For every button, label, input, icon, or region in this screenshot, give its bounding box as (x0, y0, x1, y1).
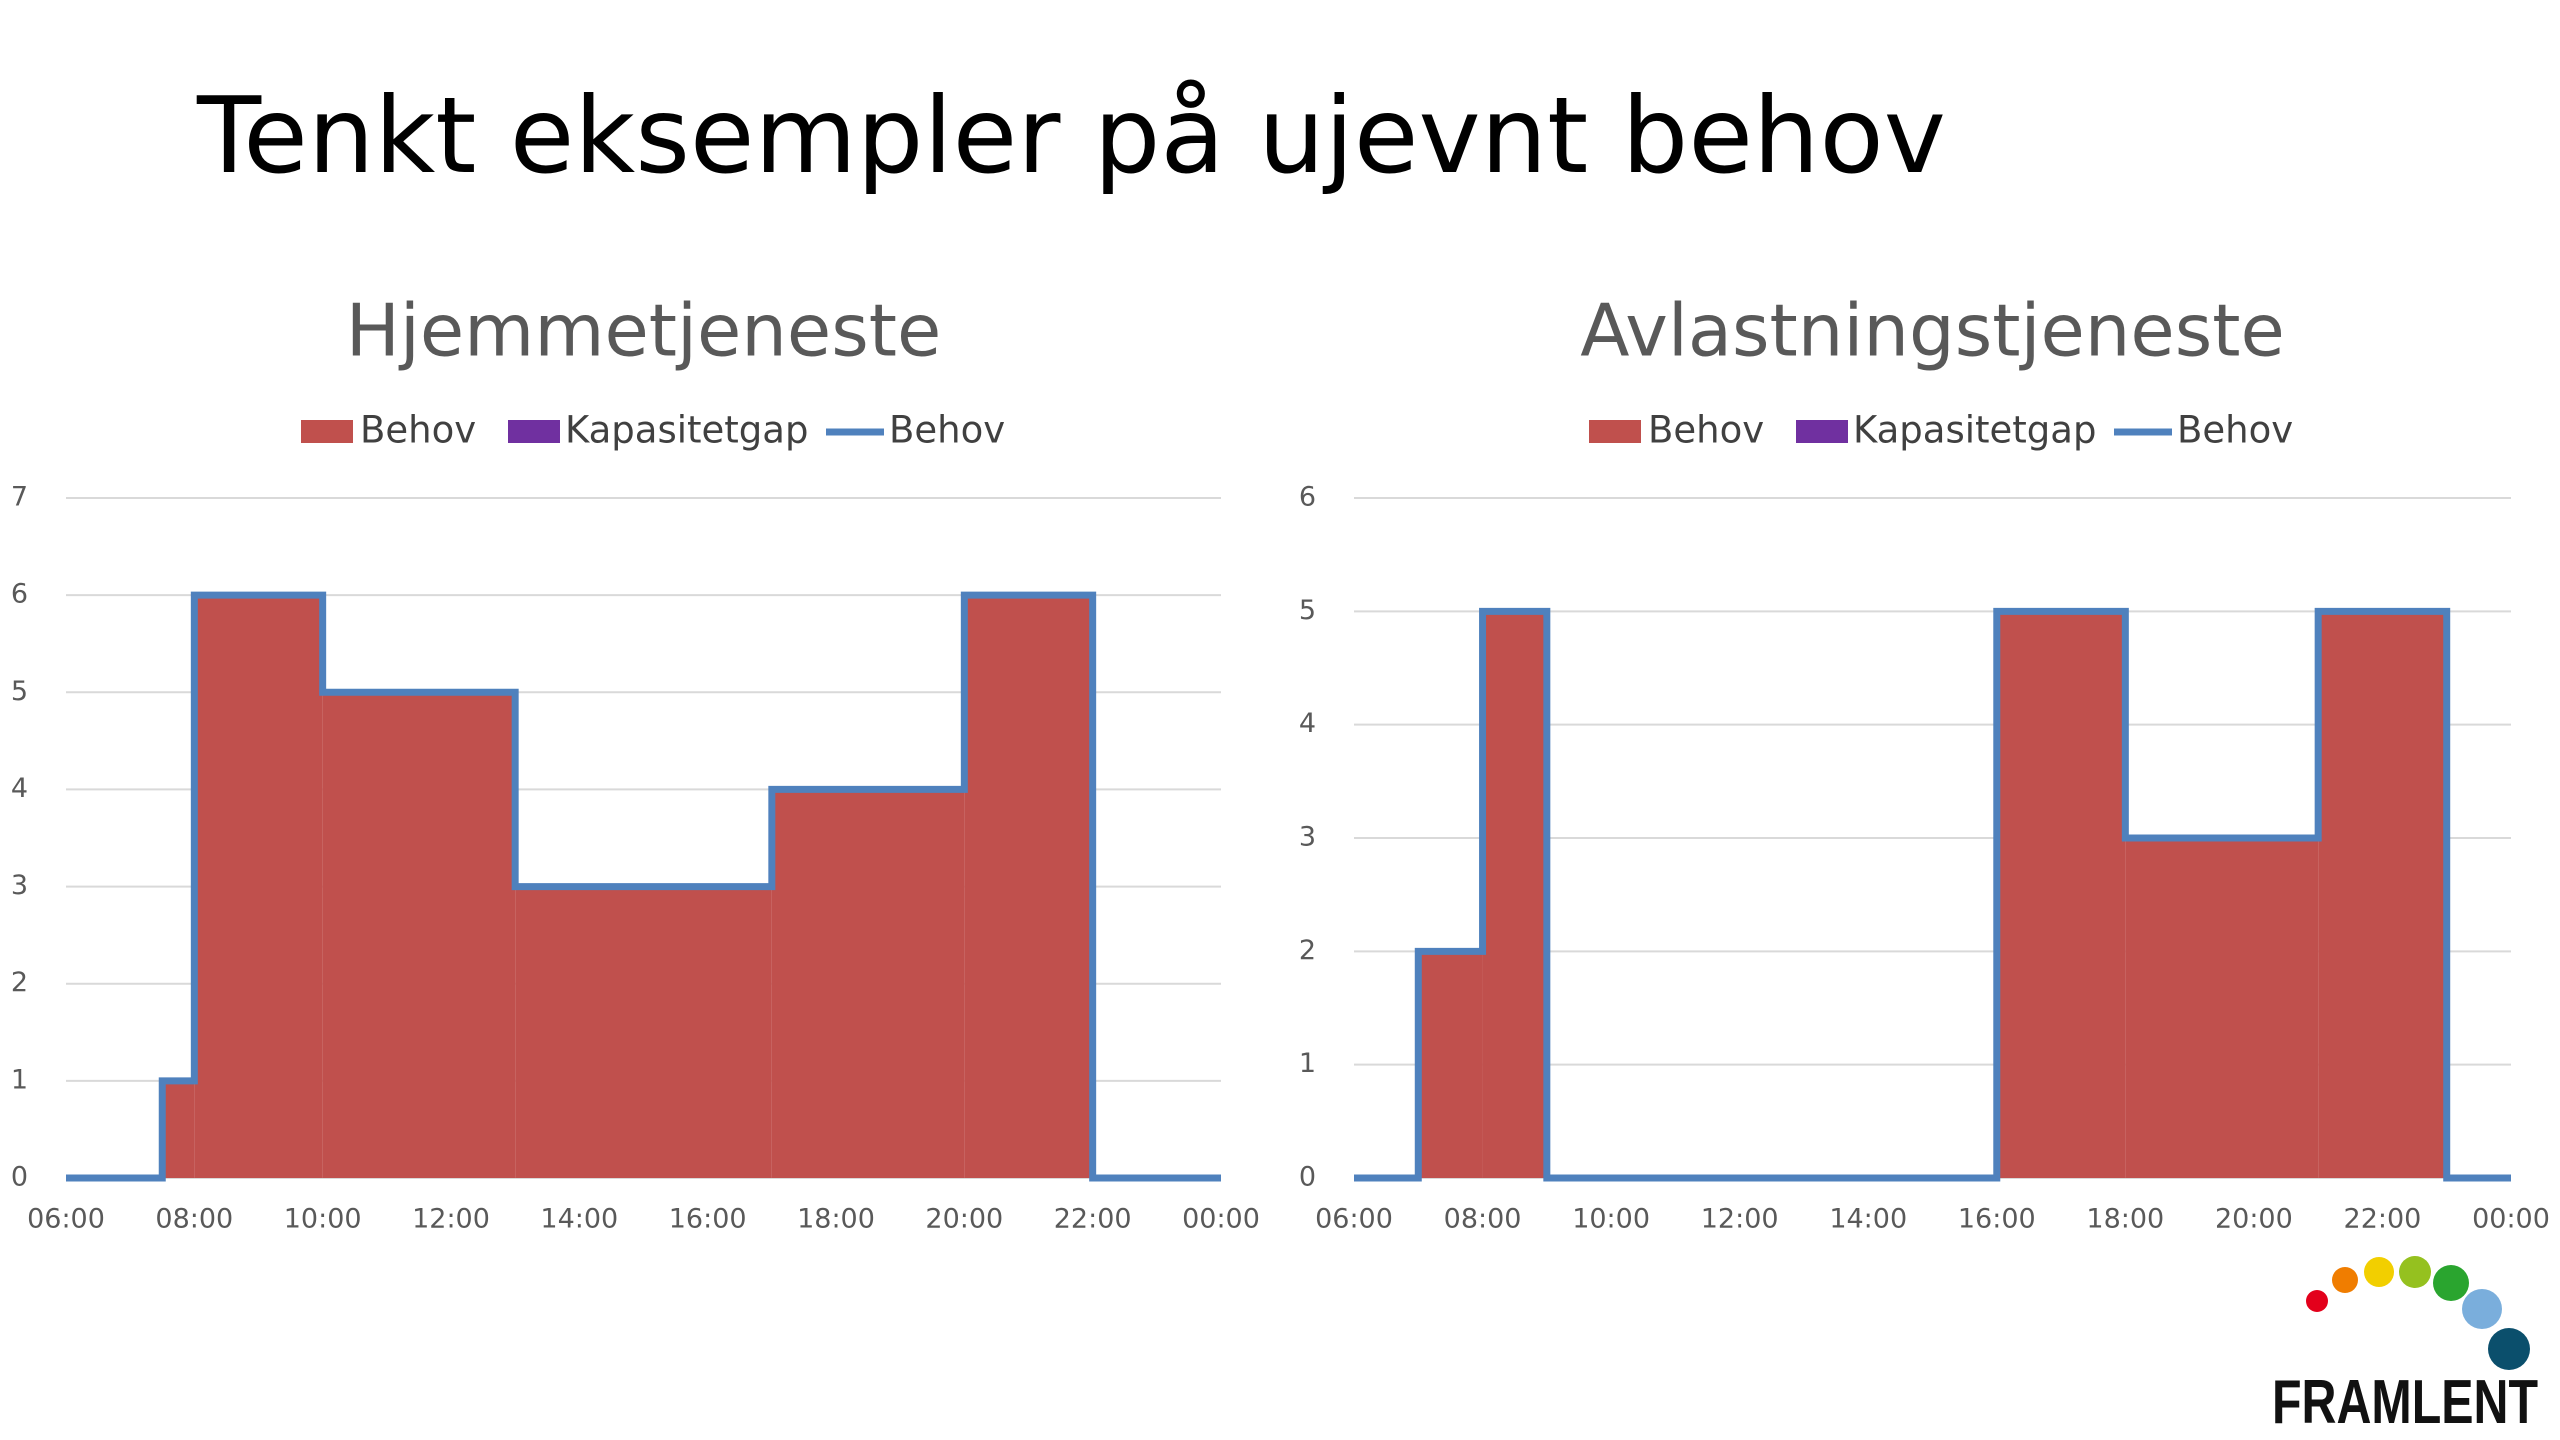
area-segment (322, 692, 516, 1178)
legend-label: Behov (889, 409, 1005, 452)
y-tick-label: 1 (11, 1064, 28, 1095)
chart-title: Avlastningstjeneste (1580, 289, 2285, 373)
line (66, 591, 1221, 1182)
legend-label: Behov (360, 409, 476, 452)
x-tick-label: 10:00 (284, 1204, 362, 1235)
y-tick-label: 5 (1299, 595, 1316, 626)
x-tick-label: 16:00 (669, 1204, 747, 1235)
y-tick-label: 6 (11, 579, 28, 610)
x-tick-label: 14:00 (1829, 1204, 1907, 1235)
legend-swatch (1589, 420, 1641, 443)
chart-title: Hjemmetjeneste (346, 289, 942, 373)
x-tick-label: 06:00 (27, 1204, 105, 1235)
area-segment (1418, 951, 1483, 1178)
area-segment (771, 789, 965, 1178)
chart: Avlastningstjeneste 0 1 2 3 4 5 6 06:00 08:00 10:0… (1299, 289, 2550, 1235)
logo-dot (2399, 1256, 2431, 1288)
y-tick-label: 3 (1299, 822, 1316, 853)
x-tick-label: 10:00 (1572, 1204, 1650, 1235)
x-tick-label: 20:00 (2215, 1204, 2293, 1235)
slide-title: Tenkt eksempler på ujevnt behov (196, 75, 1946, 197)
area-segment (515, 886, 772, 1178)
line (1354, 607, 2511, 1182)
legend-label: Behov (2177, 409, 2293, 452)
legend-swatch (1796, 420, 1848, 443)
y-tick-label: 2 (11, 967, 28, 998)
x-tick-label: 18:00 (797, 1204, 875, 1235)
x-tick-label: 08:00 (1444, 1204, 1522, 1235)
x-tick-label: 22:00 (1054, 1204, 1132, 1235)
logo-dot (2462, 1289, 2502, 1329)
x-tick-label: 18:00 (2086, 1204, 2164, 1235)
chart: Hjemmetjeneste 0 1 2 3 4 5 6 7 06:00 08:00 10:00 12:… (11, 289, 1260, 1235)
legend-label: Kapasitetgap (1853, 409, 2096, 452)
logo-dot (2306, 1290, 2328, 1312)
x-tick-label: 06:00 (1315, 1204, 1393, 1235)
legend-label: Behov (1648, 409, 1764, 452)
area-segment (162, 1080, 195, 1178)
y-tick-label: 0 (11, 1162, 28, 1193)
area-segment (2125, 838, 2319, 1178)
logo-text: FRAMLENT (2272, 1368, 2538, 1437)
x-tick-label: 20:00 (925, 1204, 1003, 1235)
area-segment (194, 595, 323, 1178)
logo-dot (2433, 1265, 2469, 1301)
x-tick-label: 12:00 (412, 1204, 490, 1235)
legend-swatch (508, 420, 560, 443)
x-tick-label: 16:00 (1958, 1204, 2036, 1235)
y-tick-label: 0 (1299, 1162, 1316, 1193)
x-tick-label: 08:00 (155, 1204, 233, 1235)
x-tick-label: 12:00 (1701, 1204, 1779, 1235)
area-segment (1996, 611, 2126, 1178)
y-tick-label: 6 (1299, 482, 1316, 513)
legend-swatch (301, 420, 353, 443)
logo-dot (2332, 1267, 2358, 1293)
logo-dot (2488, 1328, 2530, 1370)
y-tick-label: 3 (11, 870, 28, 901)
y-tick-label: 1 (1299, 1048, 1316, 1079)
area-segment (2318, 611, 2447, 1178)
logo: FRAMLENT (2272, 1256, 2538, 1437)
area-segment (964, 595, 1093, 1178)
y-tick-label: 5 (11, 676, 28, 707)
area-segment (1482, 611, 1547, 1178)
y-tick-label: 2 (1299, 935, 1316, 966)
x-tick-label: 00:00 (2472, 1204, 2550, 1235)
x-tick-label: 14:00 (540, 1204, 618, 1235)
y-tick-label: 7 (11, 482, 28, 513)
y-tick-label: 4 (1299, 708, 1316, 739)
legend-label: Kapasitetgap (565, 409, 808, 452)
x-tick-label: 22:00 (2344, 1204, 2422, 1235)
logo-dot (2364, 1257, 2394, 1287)
y-tick-label: 4 (11, 773, 28, 804)
x-tick-label: 00:00 (1182, 1204, 1260, 1235)
